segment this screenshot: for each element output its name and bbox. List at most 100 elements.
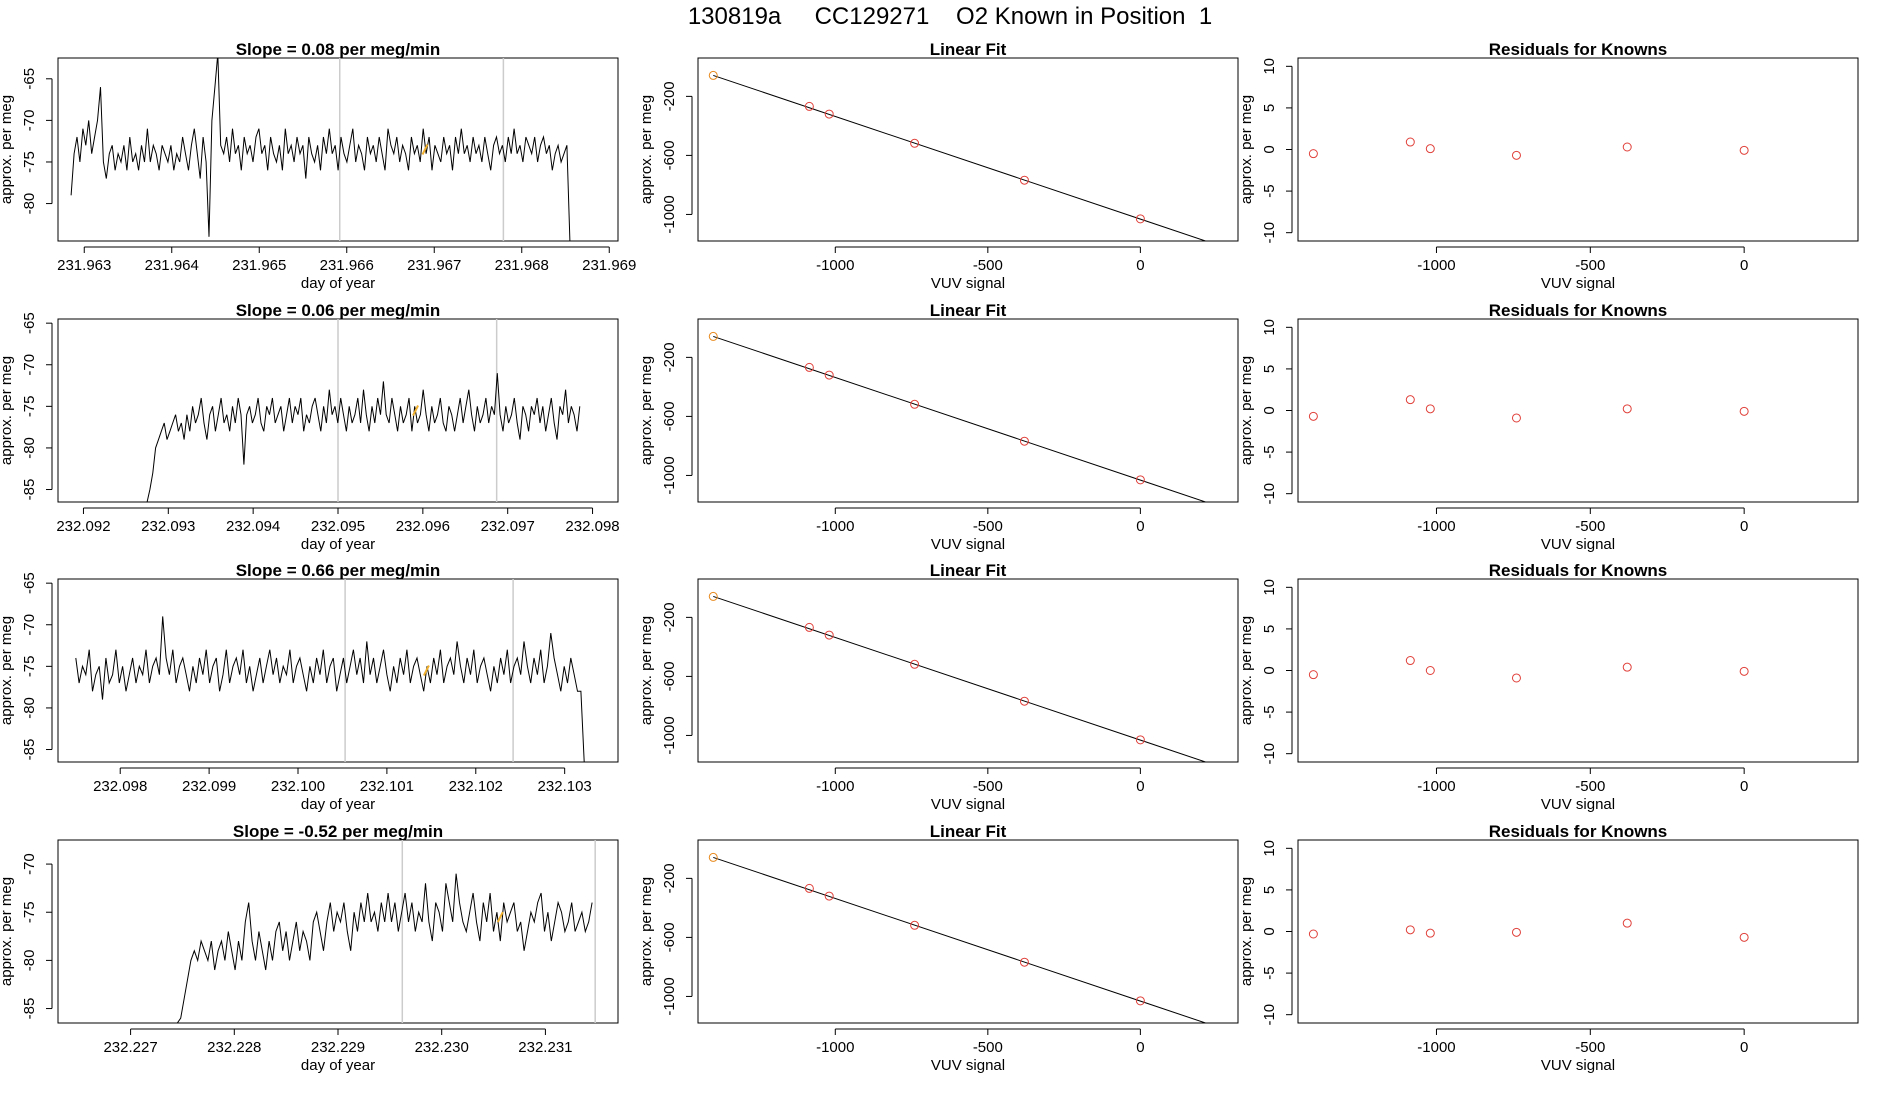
chart-panel-3-2: Linear Fit -1000 -500 0 VUV signal -1000 -600 -… [638,561,1239,813]
x-tick-label: -500 [1575,518,1605,535]
plot-area [708,70,1208,241]
plot-frame [697,578,1239,763]
data-point [1511,150,1521,160]
x-tick-label: -1000 [1417,1039,1455,1056]
chart-title: Residuals for Knowns [1489,40,1668,59]
y-axis-label: approx. per meg [638,356,655,465]
x-tick-label: -1000 [1417,778,1455,795]
chart-panel-3-3: Residuals for Knowns -1000 -500 0 VUV signal… [1238,561,1859,813]
x-axis-label: VUV signal [1541,536,1615,553]
data-point [910,920,920,930]
x-tick-label: -1000 [816,257,854,274]
x-tick-label: -500 [1575,778,1605,795]
plot-frame [697,57,1239,242]
chart-panel-4-3: Residuals for Knowns -1000 -500 0 VUV signal… [1238,822,1859,1074]
chart-panel-1-3: Residuals for Knowns -1000 -500 0 VUV signal… [1238,40,1859,292]
y-axis-label: approx. per meg [1238,616,1255,725]
x-tick-label: 232.231 [518,1039,572,1056]
plot-area [1308,918,1749,942]
data-point [824,630,834,640]
data-point [1135,475,1145,485]
x-tick-label: 232.094 [226,518,280,535]
plot-area [708,852,1208,1023]
y-tick-label: 0 [1261,927,1278,935]
data-point [824,370,834,380]
data-point [804,622,814,632]
y-tick-label: -75 [21,655,38,677]
chart-panel-2-1: Slope = 0.06 per meg/min 232.092 232.093 23… [0,301,620,553]
y-tick-label: -80 [21,437,38,459]
y-axis-label: approx. per meg [1238,877,1255,986]
plot-area [70,58,571,241]
x-tick-label: 232.230 [415,1039,469,1056]
x-tick-label: 0 [1740,778,1748,795]
plot-frame [697,839,1239,1024]
y-tick-label: -85 [21,739,38,761]
y-tick-label: -1000 [661,716,678,754]
x-axis-label: day of year [301,796,375,813]
data-point [910,399,920,409]
data-point [1405,395,1415,405]
data-point [1135,214,1145,224]
y-tick-label: 0 [1261,406,1278,414]
y-axis-label: approx. per meg [1238,356,1255,465]
plot-frame [57,57,619,242]
y-tick-label: -200 [661,863,678,893]
x-tick-label: 232.099 [182,778,236,795]
data-point [708,591,718,601]
x-tick-label: -500 [973,257,1003,274]
x-tick-label: 232.103 [538,778,592,795]
data-point [1308,929,1318,939]
chart-panel-2-2: Linear Fit -1000 -500 0 VUV signal -1000 -600 -… [638,301,1239,553]
x-tick-label: 232.098 [565,518,619,535]
y-tick-label: 10 [1261,58,1278,75]
y-tick-label: -1000 [661,977,678,1015]
x-tick-label: 0 [1740,257,1748,274]
data-point [1308,411,1318,421]
y-tick-label: -80 [21,193,38,215]
plot-area [75,579,585,762]
fit-line [713,335,1208,502]
data-point [1425,144,1435,154]
x-axis-label: VUV signal [931,796,1005,813]
y-tick-label: -5 [1261,445,1278,458]
y-tick-label: -1000 [661,195,678,233]
data-point [824,109,834,119]
data-point [1425,404,1435,414]
y-tick-label: -85 [21,479,38,501]
fit-line [713,595,1208,762]
series-line [176,873,593,1023]
y-tick-label: -1000 [661,456,678,494]
y-axis-label: approx. per meg [638,95,655,204]
x-axis-label: day of year [301,275,375,292]
y-tick-label: -600 [661,922,678,952]
x-tick-label: 231.967 [407,257,461,274]
highlight-mark [422,665,430,676]
x-tick-label: 232.093 [141,518,195,535]
chart-panel-4-2: Linear Fit -1000 -500 0 VUV signal -1000 -600 -… [638,822,1239,1074]
data-point [1511,673,1521,683]
data-point [1308,670,1318,680]
plot-area [1308,395,1749,423]
plot-frame [57,839,619,1024]
chart-panel-1-1: Slope = 0.08 per meg/min 231.963 231.964 23… [0,40,636,292]
x-axis-label: day of year [301,536,375,553]
data-point [1308,149,1318,159]
data-point [1622,662,1632,672]
plot-area [708,591,1208,762]
chart-title: Residuals for Knowns [1489,822,1668,841]
data-point [1425,666,1435,675]
y-tick-label: 0 [1261,145,1278,153]
fit-line [713,856,1208,1023]
data-point [1622,142,1632,152]
chart-title: Slope = 0.06 per meg/min [236,301,441,320]
y-axis-label: approx. per meg [0,616,15,725]
x-axis-label: VUV signal [1541,275,1615,292]
x-axis-label: VUV signal [931,275,1005,292]
y-tick-label: -5 [1261,184,1278,197]
y-tick-label: 10 [1261,840,1278,857]
y-tick-label: -70 [21,614,38,636]
chart-title: Slope = -0.52 per meg/min [233,822,443,841]
data-point [1739,145,1749,155]
y-tick-label: -85 [21,998,38,1020]
